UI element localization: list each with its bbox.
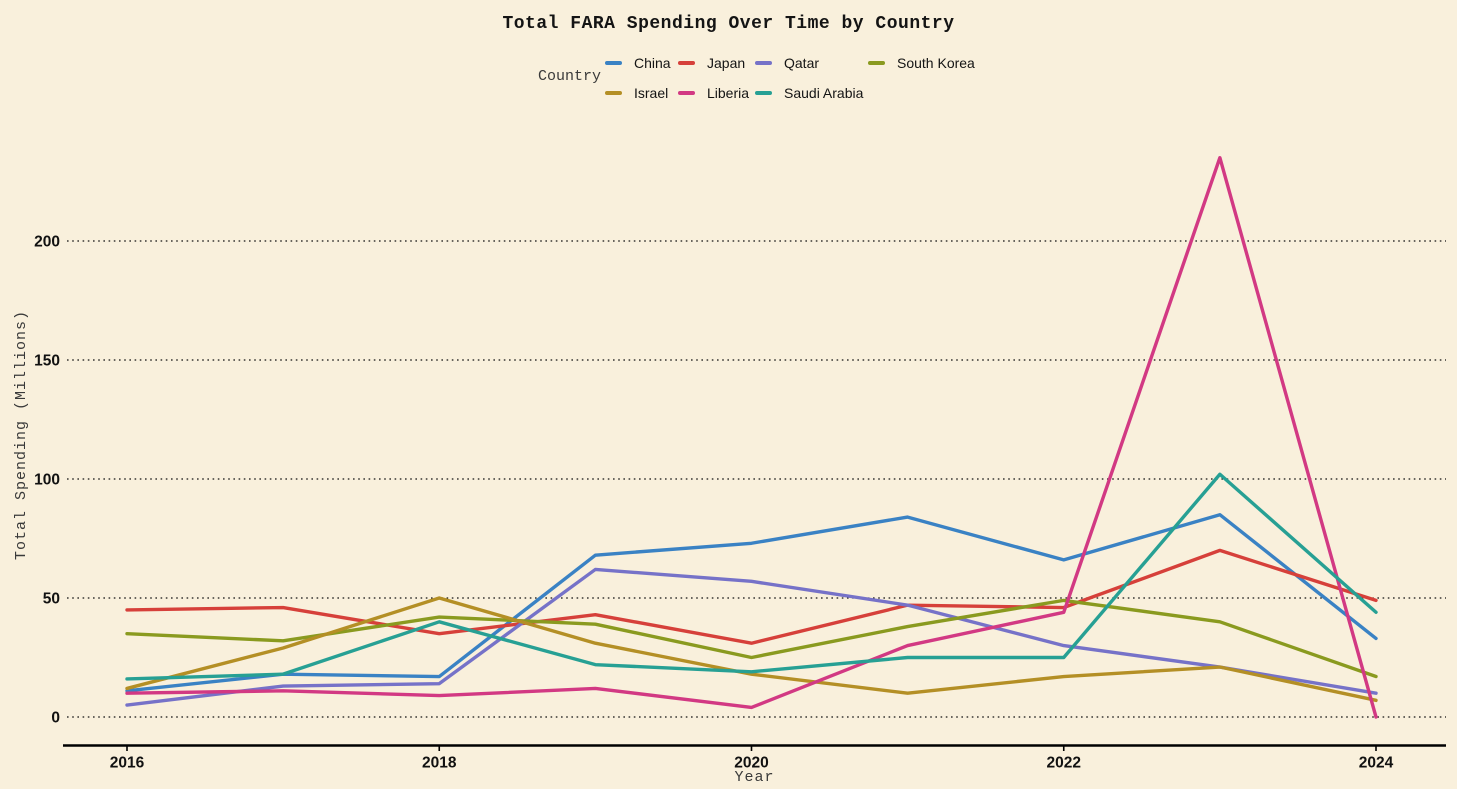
legend-swatch-china — [605, 61, 622, 65]
legend-label: Liberia — [707, 85, 750, 101]
series-line-liberia — [125, 155, 1378, 719]
y-axis-title: Total Spending (Millions) — [13, 310, 30, 560]
x-tick-label: 2018 — [422, 755, 457, 772]
x-tick-label: 2022 — [1047, 755, 1081, 772]
series-line-saudi-arabia — [125, 472, 1378, 681]
legend: Country China Japan Qatar South Korea Israel… — [0, 48, 1457, 108]
legend-label: Saudi Arabia — [784, 85, 864, 101]
legend-swatch-qatar — [755, 61, 772, 65]
y-tick-label: 150 — [34, 353, 60, 370]
x-tick-label: 2016 — [110, 755, 145, 772]
x-tick-label: 2020 — [734, 755, 768, 772]
series-line-israel — [125, 596, 1378, 703]
legend-swatch-japan — [678, 61, 695, 65]
legend-label: Qatar — [784, 55, 820, 71]
legend-swatch-liberia — [678, 91, 695, 95]
x-tick-label: 2024 — [1359, 755, 1394, 772]
legend-swatch-saudi-arabia — [755, 91, 772, 95]
legend-label: Israel — [634, 85, 669, 101]
series-line-japan — [125, 548, 1378, 645]
legend-label: China — [634, 55, 671, 71]
legend-label: South Korea — [897, 55, 975, 71]
y-tick-label: 200 — [34, 234, 60, 251]
legend-swatch-south-korea — [868, 61, 885, 65]
chart-title: Total FARA Spending Over Time by Country — [502, 14, 955, 34]
y-tick-label: 0 — [51, 710, 60, 727]
legend-swatch-israel — [605, 91, 622, 95]
legend-title: Country — [538, 68, 602, 85]
legend-label: Japan — [707, 55, 746, 71]
y-tick-label: 50 — [43, 591, 60, 608]
series-line-qatar — [125, 567, 1378, 707]
x-axis-title: Year — [734, 769, 774, 786]
series-line-china — [125, 513, 1378, 693]
y-tick-label: 100 — [34, 472, 60, 489]
